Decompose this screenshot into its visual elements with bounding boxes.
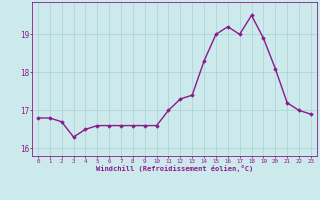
X-axis label: Windchill (Refroidissement éolien,°C): Windchill (Refroidissement éolien,°C) — [96, 165, 253, 172]
